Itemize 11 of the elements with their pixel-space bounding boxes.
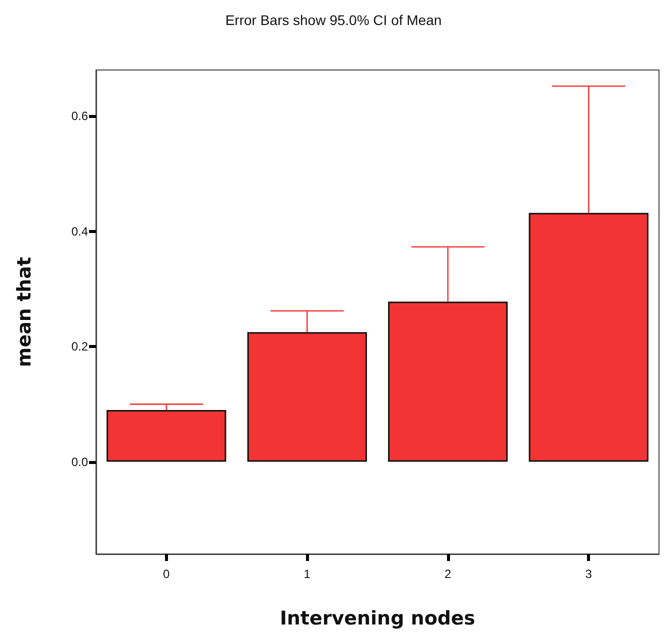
- x-tick-label: 0: [163, 567, 170, 581]
- y-tick-label: 0.2: [71, 340, 88, 354]
- y-tick-label: 0.0: [71, 454, 88, 469]
- y-tick-label: 0.6: [71, 109, 88, 124]
- chart-title: Error Bars show 95.0% CI of Mean: [225, 12, 442, 28]
- x-tick-label: 1: [304, 567, 311, 581]
- y-tick-label: 0.4: [71, 224, 88, 238]
- x-tick-label: 3: [585, 567, 592, 581]
- y-axis-title: mean that: [14, 256, 36, 368]
- x-axis-title: Intervening nodes: [280, 608, 476, 630]
- x-tick-label: 2: [444, 567, 452, 581]
